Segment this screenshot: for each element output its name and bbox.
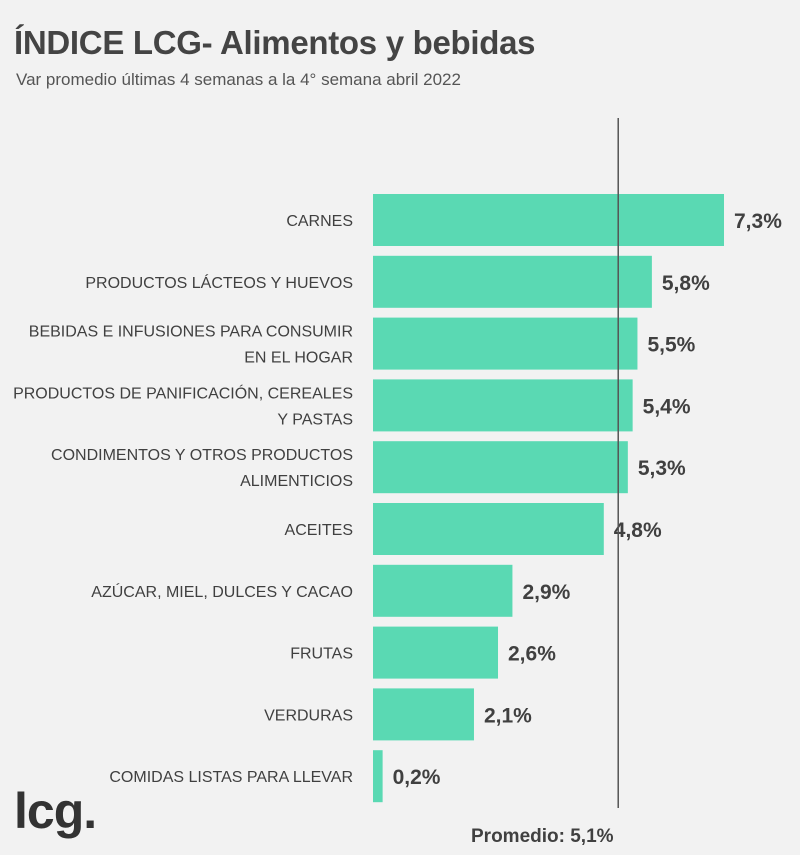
value-label: 2,9%: [522, 581, 570, 604]
category-label: FRUTAS: [290, 646, 353, 663]
category-label: CONDIMENTOS Y OTROS PRODUCTOS ALIMENTICIO…: [51, 447, 353, 490]
value-label: 2,1%: [484, 704, 532, 727]
bar-10: [373, 750, 383, 803]
bar-6: [373, 503, 604, 555]
value-label: 5,3%: [638, 457, 686, 480]
bar-3: [373, 317, 638, 370]
value-label: 7,3%: [734, 210, 782, 233]
category-label: PRODUCTOS DE PANIFICACIÓN, CEREALES Y PAS…: [13, 383, 353, 428]
lcg-logo: lcg.: [14, 783, 97, 839]
category-label: AZÚCAR, MIEL, DULCES Y CACAO: [91, 582, 353, 601]
chart-subtitle: Var promedio últimas 4 semanas a la 4° s…: [16, 70, 461, 89]
value-label: 5,8%: [662, 272, 710, 295]
category-label: ACEITES: [285, 522, 353, 539]
bar-4: [373, 379, 633, 432]
bar-7: [373, 564, 513, 617]
average-label: Promedio: 5,1%: [471, 826, 614, 847]
value-label: 2,6%: [508, 643, 556, 666]
category-label: CARNES: [286, 213, 353, 230]
category-label: VERDURAS: [264, 707, 353, 724]
value-label: 5,5%: [647, 334, 695, 357]
category-label: PRODUCTOS LÁCTEOS Y HUEVOS: [85, 273, 353, 292]
bar-8: [373, 626, 499, 679]
category-label: BEBIDAS E INFUSIONES PARA CONSUMIR EN EL …: [29, 324, 353, 367]
value-label: 4,8%: [614, 519, 662, 542]
bar-1: [373, 194, 724, 246]
chart-title: ÍNDICE LCG- Alimentos y bebidas: [14, 24, 536, 61]
value-label: 5,4%: [643, 395, 691, 418]
value-label: 0,2%: [393, 766, 441, 789]
bar-9: [373, 688, 474, 741]
bar-2: [373, 255, 652, 308]
category-label: COMIDAS LISTAS PARA LLEVAR: [109, 769, 353, 786]
bar-5: [373, 441, 628, 494]
